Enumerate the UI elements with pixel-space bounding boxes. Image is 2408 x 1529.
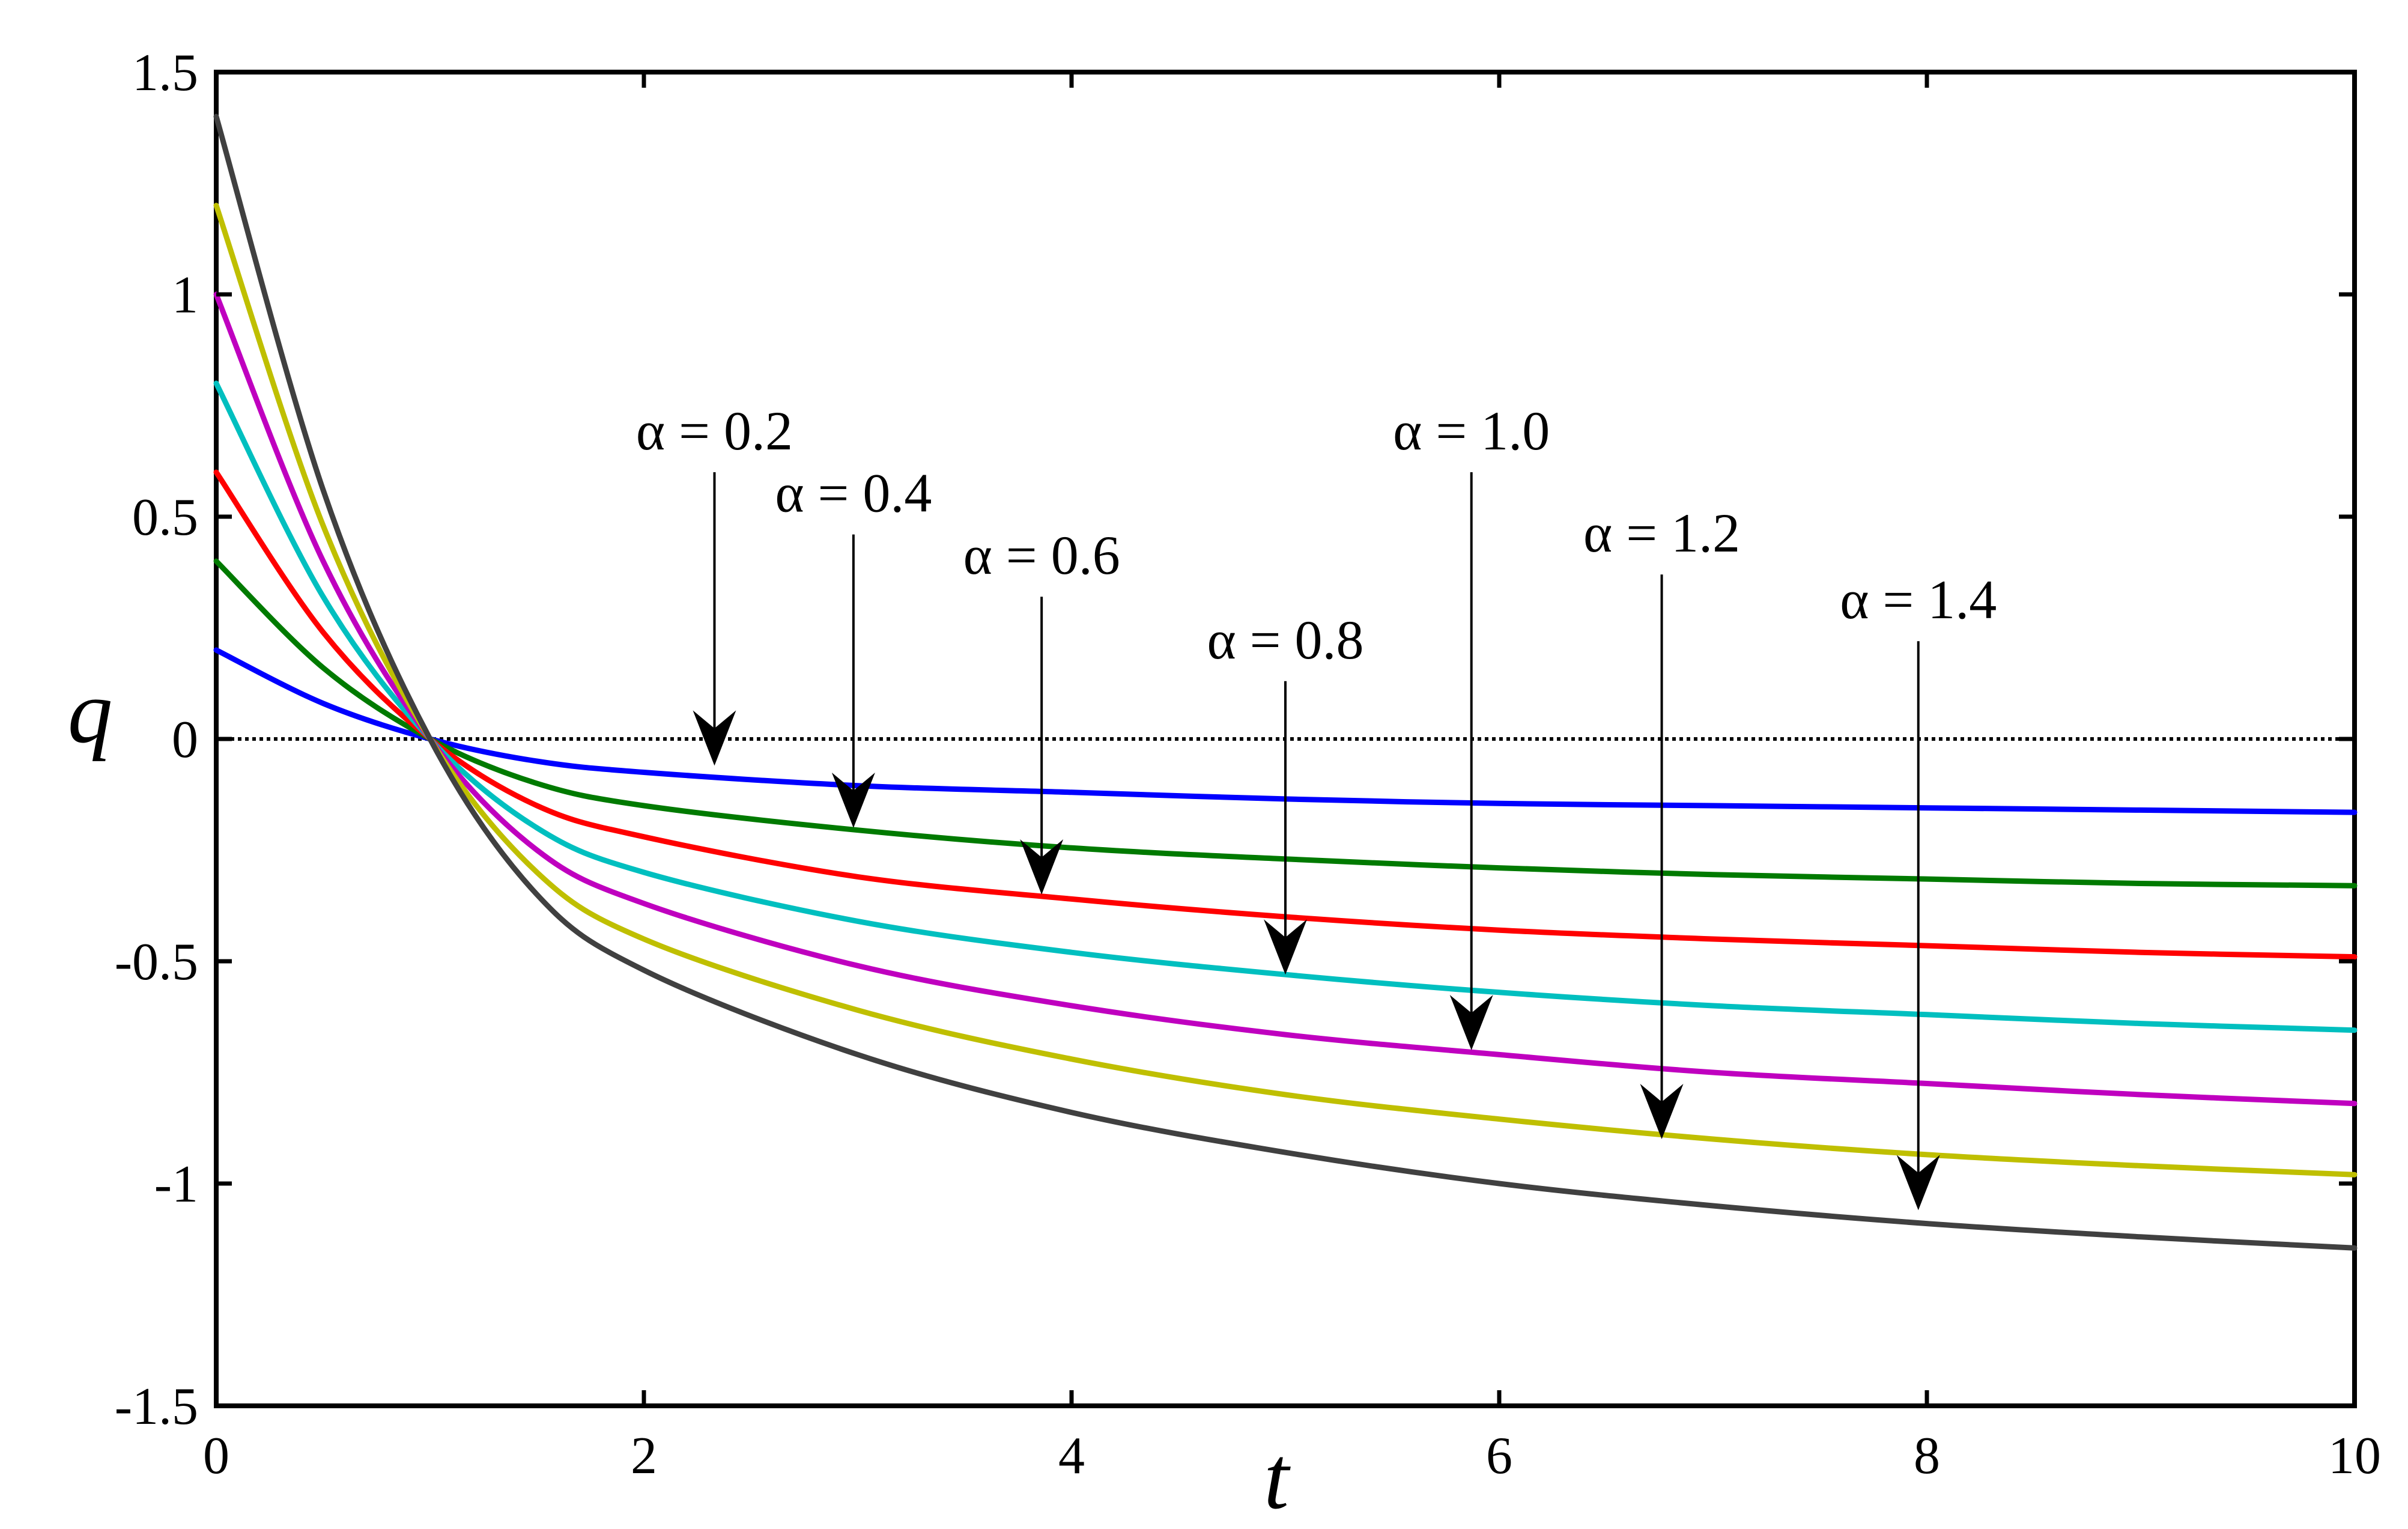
annotation-arrowhead	[1264, 919, 1307, 975]
y-tick-label: -1	[154, 1155, 198, 1214]
x-axis-title: t	[1264, 1428, 1291, 1528]
ticks-layer: 0 2 4 6 8 10 1.5 1 0.5 0 -0.5 -1 -1.5	[115, 44, 2381, 1485]
series-line-6	[213, 202, 2358, 1178]
y-axis-title: q	[68, 662, 113, 762]
series-line-7	[213, 114, 2358, 1251]
annotation-arrowhead	[831, 773, 875, 828]
series-line-1	[213, 647, 2358, 815]
annotation-arrowhead	[1020, 839, 1064, 895]
y-tick-label: -1.5	[115, 1378, 198, 1436]
y-tick-label: 0	[172, 711, 198, 769]
series-line-2	[213, 558, 2358, 889]
annotation-label: α = 1.4	[1840, 569, 1997, 630]
annotation-label: α = 0.4	[775, 463, 932, 524]
annotation-label: α = 0.2	[636, 400, 793, 461]
annotation-arrowhead	[1896, 1155, 1940, 1211]
annotation-label: α = 0.8	[1207, 609, 1363, 670]
x-tick-label: 4	[1058, 1427, 1085, 1485]
y-tick-label: 1.5	[132, 44, 198, 102]
annotation-label: α = 1.2	[1583, 502, 1740, 564]
y-tick-label: 1	[172, 266, 198, 324]
y-tick-label: 0.5	[132, 488, 198, 547]
x-tick-label: 6	[1486, 1427, 1512, 1485]
x-tick-label: 2	[631, 1427, 657, 1485]
x-tick-label: 8	[1914, 1427, 1940, 1485]
annotation-label: α = 1.0	[1393, 400, 1550, 461]
x-tick-label: 0	[203, 1427, 229, 1485]
annotation-arrowhead	[1640, 1084, 1684, 1139]
y-tick-label: -0.5	[115, 933, 198, 991]
annotation-arrowhead	[693, 710, 736, 766]
annotation-arrowhead	[1449, 995, 1493, 1050]
series-layer	[213, 114, 2358, 1251]
annotation-layer: α = 0.2α = 0.4 α = 0.6 α = 0.8 α = 1.0 α = 1…	[636, 400, 1997, 1211]
annotation-label: α = 0.6	[963, 524, 1120, 586]
x-tick-label: 10	[2328, 1427, 2381, 1485]
